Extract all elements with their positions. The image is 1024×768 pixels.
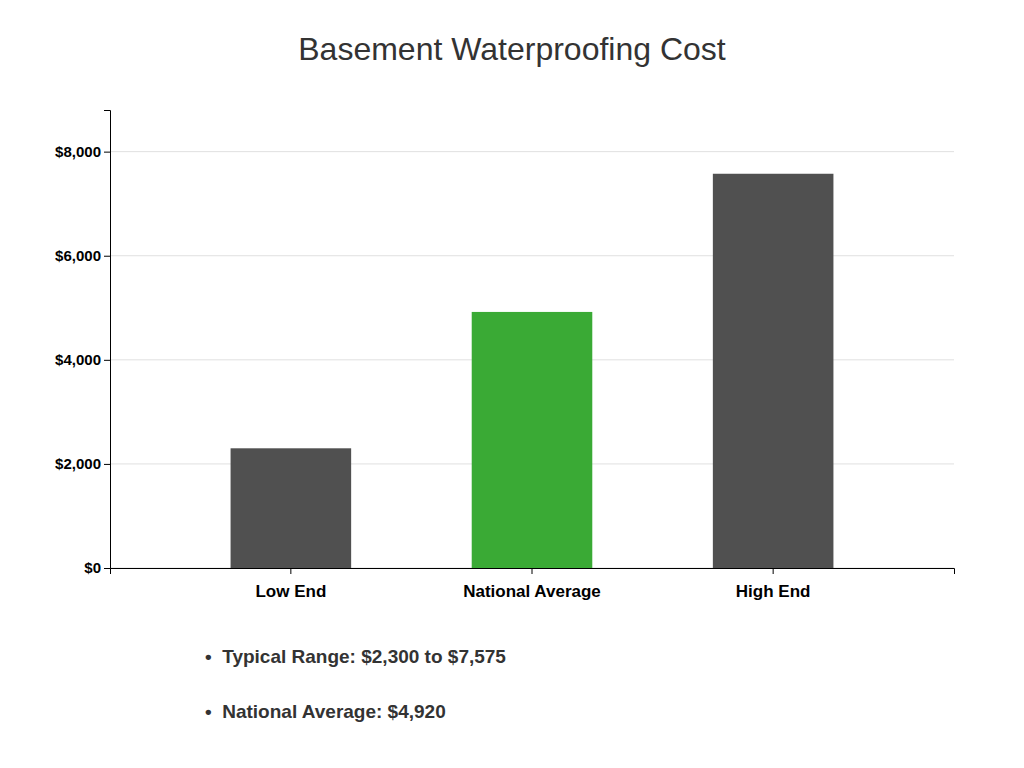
y-tick: $0 bbox=[84, 559, 110, 576]
y-tick: $8,000 bbox=[55, 143, 110, 160]
y-tick: $4,000 bbox=[55, 351, 110, 368]
x-tick-mark bbox=[773, 568, 774, 574]
grid bbox=[110, 152, 954, 568]
x-tick-mark bbox=[532, 568, 533, 574]
x-tick-mark bbox=[290, 568, 291, 574]
y-tick-label: $0 bbox=[84, 559, 101, 576]
x-axis: Low End National Average High End bbox=[111, 568, 955, 601]
y-tick-mark bbox=[104, 464, 110, 465]
annotation: • National Average: $4,920 bbox=[205, 701, 446, 722]
y-tick-label: $6,000 bbox=[55, 247, 101, 264]
y-axis-line bbox=[104, 111, 111, 569]
x-tick-label: High End bbox=[736, 582, 811, 601]
y-tick-mark bbox=[104, 256, 110, 257]
y-tick-mark bbox=[104, 152, 110, 153]
annotations: • Typical Range: $2,300 to $7,575 • Natio… bbox=[205, 646, 506, 722]
y-tick-mark bbox=[104, 568, 110, 569]
y-tick-label: $4,000 bbox=[55, 351, 101, 368]
bar bbox=[472, 312, 593, 568]
bar bbox=[231, 448, 352, 568]
y-tick-mark bbox=[104, 360, 110, 361]
bars bbox=[231, 174, 834, 568]
x-tick: National Average bbox=[463, 568, 601, 601]
title: Basement Waterproofing Cost bbox=[298, 31, 726, 67]
chart: $0 $2,000 $4,000 $6,000 $8,000 Low End Nationa… bbox=[0, 0, 1024, 768]
x-tick-label: Low End bbox=[255, 582, 326, 601]
y-tick-label: $8,000 bbox=[55, 143, 101, 160]
y-tick-label: $2,000 bbox=[55, 455, 101, 472]
y-axis: $0 $2,000 $4,000 $6,000 $8,000 bbox=[55, 111, 110, 577]
plot-area: $0 $2,000 $4,000 $6,000 $8,000 Low End Nationa… bbox=[55, 111, 954, 602]
x-tick: Low End bbox=[255, 568, 326, 601]
bar bbox=[713, 174, 834, 568]
y-tick: $2,000 bbox=[55, 455, 110, 472]
x-tick-label: National Average bbox=[463, 582, 601, 601]
x-tick: High End bbox=[736, 568, 811, 601]
grid-line bbox=[110, 151, 954, 152]
annotation: • Typical Range: $2,300 to $7,575 bbox=[205, 646, 506, 667]
x-axis-line bbox=[111, 569, 955, 575]
y-tick: $6,000 bbox=[55, 247, 110, 264]
